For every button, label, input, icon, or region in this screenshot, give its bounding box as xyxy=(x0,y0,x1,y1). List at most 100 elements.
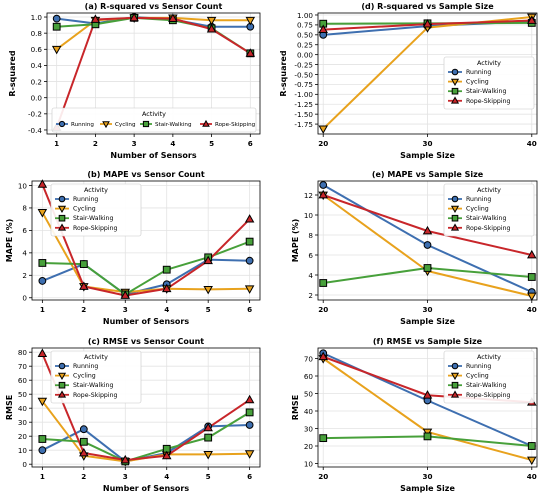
legend-box xyxy=(443,56,535,110)
x-axis-label: Sample Size xyxy=(400,484,455,493)
series-line-rope-skipping xyxy=(41,353,251,461)
y-axis-label: RMSE xyxy=(291,395,300,420)
legend-box xyxy=(50,350,142,404)
data-point-rope-skipping xyxy=(245,48,256,57)
data-point-rope-skipping xyxy=(161,450,172,460)
data-point-cycling xyxy=(206,16,217,26)
y-tick-label: -0.25 xyxy=(294,60,313,69)
plot-frame xyxy=(46,12,261,135)
data-point-rope-skipping xyxy=(37,348,48,357)
data-point-stair-walking xyxy=(527,442,536,450)
y-tick-label: 10 xyxy=(18,181,28,190)
data-point-rope-skipping xyxy=(120,290,131,299)
legend-label: Cycling xyxy=(73,206,96,213)
legend: Activity Running Cycling Stair-Walking Rope-… xyxy=(443,56,535,110)
y-tick-label: -1.50 xyxy=(294,110,313,119)
x-tick-label: 4 xyxy=(164,472,169,481)
data-point-rope-skipping xyxy=(90,14,101,23)
x-tick-label: 30 xyxy=(422,139,432,148)
legend-marker-stair-walking xyxy=(451,214,459,222)
y-axis-label: R-squared xyxy=(279,50,288,96)
y-tick-label: 0 xyxy=(22,460,27,469)
y-tick-label: 60 xyxy=(304,372,314,381)
y-tick-label: 20 xyxy=(18,432,28,441)
data-point-running xyxy=(245,421,254,429)
legend-label: Rope-Skipping xyxy=(73,392,117,399)
series-line-stair-walking xyxy=(42,411,251,463)
y-tick-label: 0.00 xyxy=(297,50,313,59)
x-tick-label: 20 xyxy=(318,472,328,481)
data-point-rope-skipping xyxy=(244,214,255,223)
data-point-running xyxy=(423,241,432,249)
data-point-cycling xyxy=(245,16,256,26)
x-tick-label: 6 xyxy=(247,472,252,481)
y-tick-label: 0.2 xyxy=(31,77,42,86)
data-point-stair-walking xyxy=(204,433,213,442)
data-point-rope-skipping xyxy=(318,351,328,361)
legend-label: Stair-Walking xyxy=(155,122,192,128)
y-tick-label: 0.75 xyxy=(297,21,313,30)
legend-label: Rope-Skipping xyxy=(466,392,510,399)
x-tick-label: 30 xyxy=(422,305,432,314)
y-tick-label: 4 xyxy=(308,271,313,280)
y-tick-label: 0.4 xyxy=(31,61,43,70)
chart-title: (b) MAPE vs Sensor Count xyxy=(87,170,204,179)
chart-panel-e: 2 4 6 8 10 12 20 30 40 (e) MAPE vs Sample Size Sam… xyxy=(291,170,538,326)
legend-marker-cycling xyxy=(450,205,460,213)
y-tick-label: 40 xyxy=(18,404,28,413)
y-tick-label: -0.4 xyxy=(28,126,42,135)
x-axis-label: Sample Size xyxy=(400,151,455,160)
y-tick-label: -1.00 xyxy=(294,90,313,99)
legend-marker-rope-skipping xyxy=(450,223,460,231)
data-point-cycling xyxy=(37,397,48,407)
legend-label: Stair-Walking xyxy=(73,382,113,389)
y-tick-label: -0.50 xyxy=(294,70,313,79)
series-line-rope-skipping xyxy=(41,183,251,297)
x-tick-label: 2 xyxy=(81,472,86,481)
x-tick-label: 6 xyxy=(247,305,252,314)
data-point-rope-skipping xyxy=(161,283,172,293)
x-tick-label: 6 xyxy=(248,139,253,148)
y-tick-label: 80 xyxy=(18,348,28,357)
x-axis-label: Sample Size xyxy=(400,317,455,326)
legend-marker-stair-walking xyxy=(58,214,66,222)
data-point-rope-skipping xyxy=(168,13,178,23)
y-tick-label: 40 xyxy=(304,407,314,416)
data-point-rope-skipping xyxy=(79,281,89,290)
data-point-stair-walking xyxy=(79,260,88,268)
legend-marker-cycling xyxy=(450,78,460,86)
series-line-rope-skipping xyxy=(55,16,251,128)
legend-label: Rope-Skipping xyxy=(466,225,510,232)
y-tick-label: 4 xyxy=(22,249,27,258)
x-tick-label: 20 xyxy=(318,305,328,314)
legend-label: Cycling xyxy=(73,373,96,380)
legend-title: Activity xyxy=(477,186,501,194)
legend: Activity Running Cycling Stair-Walking Rope-… xyxy=(443,183,535,237)
legend-label: Stair-Walking xyxy=(466,382,506,389)
data-point-cycling xyxy=(203,451,213,460)
legend-marker-cycling xyxy=(57,372,67,380)
data-point-rope-skipping xyxy=(203,422,213,432)
data-point-rope-skipping xyxy=(129,12,139,22)
series-line-cycling xyxy=(41,211,250,294)
data-point-rope-skipping xyxy=(422,390,433,399)
legend-marker-running xyxy=(58,120,66,128)
data-point-running xyxy=(38,277,47,285)
data-point-rope-skipping xyxy=(318,189,328,199)
x-tick-label: 4 xyxy=(164,305,169,314)
y-axis-label: MAPE (%) xyxy=(5,219,14,263)
legend-marker-rope-skipping xyxy=(57,390,67,398)
data-point-rope-skipping xyxy=(79,447,89,457)
data-point-stair-walking xyxy=(319,279,328,287)
x-tick-label: 40 xyxy=(527,472,537,481)
y-axis-label: RMSE xyxy=(5,395,14,420)
plot-frame xyxy=(31,347,261,468)
data-point-stair-walking xyxy=(527,273,536,281)
legend-title: Activity xyxy=(477,59,501,67)
x-axis-label: Number of Sensors xyxy=(103,484,189,493)
legend-marker-rope-skipping xyxy=(57,223,67,231)
data-point-rope-skipping xyxy=(120,454,131,464)
legend-marker-running xyxy=(451,68,459,76)
legend-box xyxy=(443,183,535,237)
